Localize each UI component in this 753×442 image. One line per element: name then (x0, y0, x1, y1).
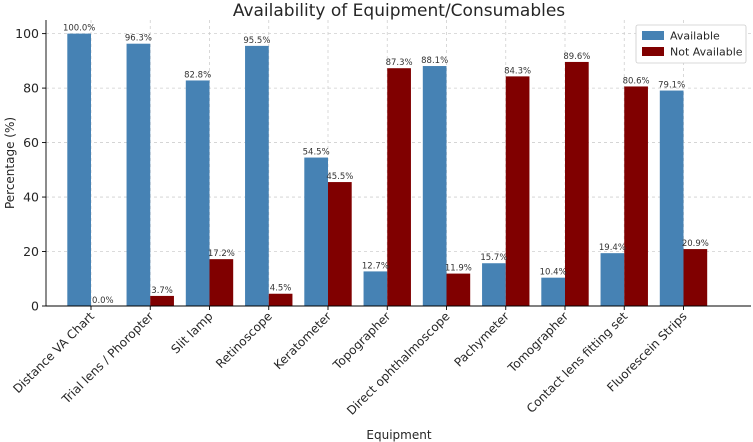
data-label-available: 95.5% (243, 36, 270, 46)
x-tick-label: Topographer (330, 309, 394, 373)
data-label-not-available: 11.9% (445, 264, 472, 274)
bar-available (659, 90, 684, 307)
y-axis-ticks: 0 20 40 60 80 100 (15, 26, 46, 314)
data-label-not-available: 80.6% (623, 76, 650, 86)
x-tick-label: Direct ophthalmoscope (344, 309, 453, 418)
bar-not-available (683, 249, 708, 306)
y-tick-label: 80 (23, 81, 39, 96)
bar-available (304, 157, 328, 306)
x-tick-label: Keratometer (271, 309, 334, 372)
x-tick-label: Slit lamp (168, 309, 215, 356)
bar-available (185, 80, 210, 307)
bar-not-available (268, 293, 293, 306)
chart-title: Availability of Equipment/Consumables (233, 1, 565, 21)
bar-available (422, 66, 447, 306)
bar-available (600, 253, 625, 306)
bar-not-available (446, 273, 471, 306)
legend-label-available: Available (670, 30, 720, 43)
data-label-not-available: 84.3% (504, 66, 531, 76)
y-tick-label: 20 (23, 244, 39, 259)
data-label-available: 88.1% (421, 56, 448, 66)
axes (45, 20, 751, 307)
legend-label-not-available: Not Available (670, 46, 743, 59)
data-label-available: 10.4% (540, 268, 567, 278)
bar-available (363, 271, 388, 306)
x-tick-label: Contact lens fitting set (524, 309, 631, 416)
data-label-available: 15.7% (480, 253, 507, 263)
bar-available (482, 263, 506, 306)
data-label-not-available: 89.6% (563, 52, 590, 62)
y-tick-label: 60 (23, 135, 39, 150)
bar-available (541, 277, 565, 306)
data-label-available: 100.0% (63, 24, 95, 34)
legend: Available Not Available (635, 24, 747, 64)
x-tick-label: Tomographer (505, 309, 572, 376)
data-label-available: 96.3% (125, 34, 152, 44)
bar-not-available (565, 61, 589, 306)
data-label-not-available: 0.0% (92, 296, 114, 306)
x-tick-label: Pachymeter (451, 309, 511, 369)
bar-available (245, 45, 269, 306)
legend-swatch-available (642, 31, 664, 40)
legend-swatch-not-available (642, 47, 664, 56)
bar-available (67, 33, 91, 306)
data-label-not-available: 20.9% (682, 239, 709, 249)
data-labels: 100.0% 96.3% 82.8% 95.5% 54.5% 12.7% 88.1% 15.7… (63, 24, 709, 306)
bar-available (126, 43, 151, 306)
data-label-not-available: 3.7% (151, 286, 173, 296)
x-axis-label: Equipment (366, 428, 431, 442)
bar-not-available (387, 68, 411, 306)
bar-not-available (209, 259, 234, 306)
bar-not-available (328, 182, 352, 306)
data-label-not-available: 45.5% (326, 172, 353, 182)
y-tick-label: 0 (31, 299, 39, 314)
data-label-available: 54.5% (303, 148, 330, 158)
data-label-available: 12.7% (362, 261, 389, 271)
data-label-not-available: 87.3% (386, 58, 413, 68)
y-axis-label: Percentage (%) (3, 117, 17, 209)
bar-not-available (505, 76, 530, 306)
y-tick-label: 100 (15, 26, 39, 41)
x-tick-label: Retinoscope (213, 309, 275, 371)
data-label-not-available: 17.2% (208, 249, 235, 259)
bar-not-available (150, 295, 174, 306)
data-label-not-available: 4.5% (270, 284, 292, 294)
bar-not-available (624, 86, 648, 306)
data-label-available: 79.1% (658, 81, 685, 91)
data-label-available: 19.4% (599, 243, 626, 253)
y-tick-label: 40 (23, 190, 39, 205)
bars (67, 33, 708, 307)
data-label-available: 82.8% (184, 70, 211, 80)
